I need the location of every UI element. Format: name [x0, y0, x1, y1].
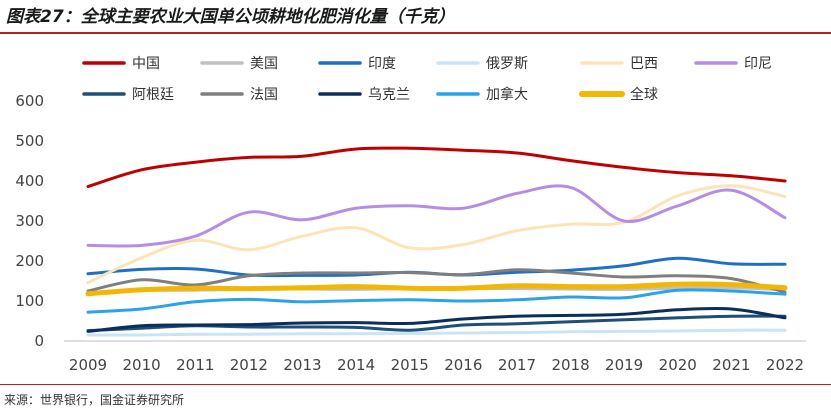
x-tick-label: 2012	[230, 356, 268, 374]
x-tick-label: 2018	[551, 356, 589, 374]
y-tick-label: 200	[15, 252, 44, 270]
x-tick-label: 2017	[498, 356, 536, 374]
source-note: 来源：世界银行，国金证券研究所	[4, 393, 185, 407]
series-line-1	[86, 146, 787, 189]
line-chart: 0 100 200 300 400 500 600 2009 2010 2011 2012 2013 2…	[15, 56, 806, 374]
legend-label: 全球	[630, 86, 658, 103]
source-rule	[0, 384, 831, 385]
legend-label: 阿根廷	[132, 87, 174, 103]
series-line-8	[86, 268, 787, 294]
y-tick-label: 0	[34, 332, 44, 350]
series-line-5	[86, 184, 787, 285]
series-line-11	[85, 281, 788, 297]
x-tick-label: 2013	[283, 356, 321, 374]
legend-label: 美国	[250, 56, 278, 72]
x-tick-label: 2009	[69, 356, 107, 374]
legend-label: 印度	[368, 56, 396, 72]
y-tick-label: 100	[15, 292, 44, 310]
x-tick-label: 2022	[766, 356, 804, 374]
legend-label: 乌克兰	[368, 87, 410, 103]
title-rule	[0, 32, 831, 34]
legend-label: 法国	[250, 87, 278, 103]
legend-label: 加拿大	[486, 86, 528, 103]
x-tick-label: 2021	[712, 356, 750, 374]
x-tick-label: 2020	[659, 356, 697, 374]
series-line-4	[86, 328, 787, 337]
legend-label: 印尼	[744, 56, 772, 72]
series-line-10	[86, 288, 787, 314]
x-tick-label: 2014	[337, 356, 375, 374]
legend-label: 俄罗斯	[486, 56, 528, 72]
legend-label: 巴西	[630, 56, 658, 72]
x-tick-label: 2015	[391, 356, 429, 374]
chart-title: 图表27：全球主要农业大国单公顷耕地化肥消化量（千克）	[6, 7, 455, 27]
y-tick-label: 500	[15, 132, 44, 150]
x-tick-label: 2010	[123, 356, 161, 374]
series-line-9	[86, 306, 787, 333]
x-tick-label: 2016	[444, 356, 482, 374]
y-tick-label: 600	[15, 92, 44, 110]
x-tick-label: 2011	[176, 356, 214, 374]
series-line-6	[86, 184, 787, 248]
x-tick-label: 2019	[605, 356, 643, 374]
y-tick-label: 300	[15, 212, 44, 230]
legend-label: 中国	[132, 56, 160, 72]
y-tick-label: 400	[15, 172, 44, 190]
series-line-7	[86, 314, 787, 333]
